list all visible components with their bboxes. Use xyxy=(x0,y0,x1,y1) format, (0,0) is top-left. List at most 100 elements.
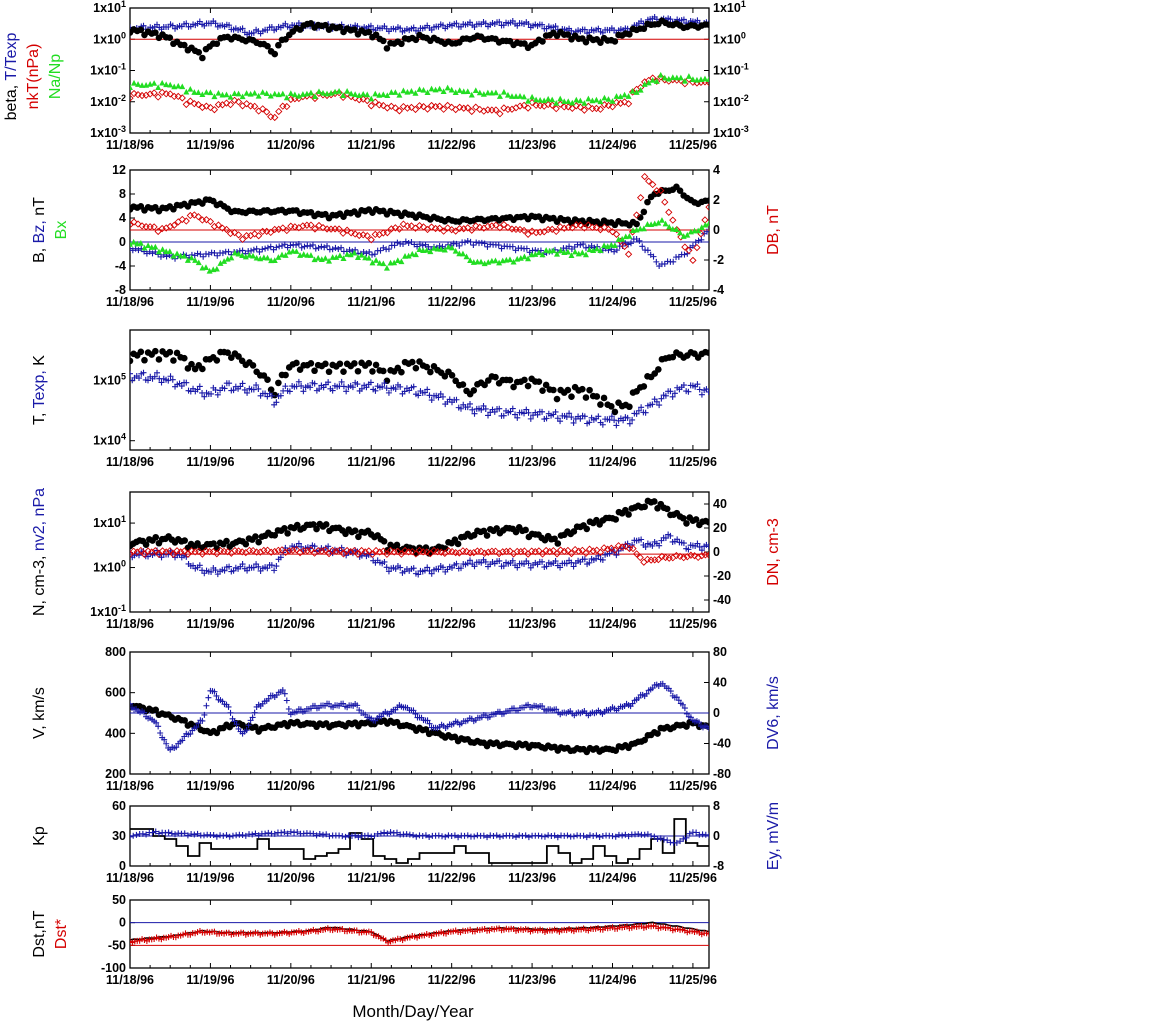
x-tick-label: 11/20/96 xyxy=(267,455,315,469)
data-point xyxy=(393,829,400,836)
data-point xyxy=(295,240,302,247)
data-point xyxy=(307,243,314,250)
data-point xyxy=(208,390,215,397)
data-point xyxy=(295,92,302,99)
data-point xyxy=(629,416,636,423)
data-point xyxy=(222,225,231,234)
data-point xyxy=(148,548,156,556)
data-point xyxy=(635,407,642,414)
data-point xyxy=(354,381,361,388)
y-axis-label-part: Kp xyxy=(31,826,48,846)
data-point xyxy=(589,547,597,555)
data-point xyxy=(705,388,709,395)
data-point xyxy=(381,829,388,836)
data-point xyxy=(421,389,428,396)
y2-tick-label: 1x101 xyxy=(713,0,746,15)
data-point xyxy=(439,564,446,571)
x-tick-label: 11/25/96 xyxy=(669,138,717,152)
data-point xyxy=(593,393,601,400)
data-point xyxy=(492,89,499,96)
y-tick-label: 600 xyxy=(105,686,126,700)
data-point xyxy=(437,548,445,556)
data-point xyxy=(689,256,697,265)
data-point xyxy=(586,832,593,839)
y-axis-label: V, km/s xyxy=(31,687,48,739)
data-point xyxy=(157,729,164,736)
data-point xyxy=(435,832,442,839)
x-tick-label: 11/18/96 xyxy=(106,617,154,631)
data-point xyxy=(279,224,287,232)
data-point xyxy=(282,20,289,27)
data-point xyxy=(680,554,688,562)
data-point xyxy=(580,241,587,248)
data-point xyxy=(608,103,617,111)
data-point xyxy=(580,224,588,232)
data-point xyxy=(535,832,542,839)
data-point xyxy=(586,559,593,566)
data-point xyxy=(543,247,550,253)
data-point xyxy=(471,833,478,840)
data-point xyxy=(208,568,215,575)
data-point xyxy=(521,410,528,417)
x-tick-label: 11/21/96 xyxy=(347,871,395,885)
data-point xyxy=(271,50,279,58)
data-point xyxy=(213,357,221,364)
data-point xyxy=(641,503,648,511)
y-axis-label-part: nT xyxy=(31,197,48,216)
y-tick-label: 1x10-1 xyxy=(90,603,126,619)
data-point xyxy=(375,101,383,109)
data-point xyxy=(496,259,503,266)
data-point xyxy=(396,91,403,98)
data-point xyxy=(394,257,401,264)
data-point xyxy=(541,97,548,104)
data-point xyxy=(506,256,513,263)
data-point xyxy=(448,372,456,379)
data-point xyxy=(275,379,282,387)
data-point xyxy=(428,397,435,404)
data-point xyxy=(457,405,464,412)
data-point xyxy=(227,93,234,100)
data-point xyxy=(624,414,631,421)
data-point xyxy=(391,224,400,232)
data-point xyxy=(698,552,706,560)
data-point xyxy=(653,78,660,84)
data-point xyxy=(255,538,262,546)
data-point xyxy=(703,228,709,235)
data-point xyxy=(165,377,172,384)
data-point xyxy=(264,244,271,251)
data-point xyxy=(419,102,428,111)
data-point xyxy=(612,98,621,107)
data-point xyxy=(226,833,233,840)
data-point xyxy=(496,557,503,564)
data-point xyxy=(354,702,361,709)
data-point xyxy=(412,550,420,558)
data-point xyxy=(191,831,198,838)
data-point xyxy=(482,405,489,412)
data-point xyxy=(137,348,145,356)
data-point xyxy=(248,247,255,254)
data-point xyxy=(593,832,600,839)
data-point xyxy=(568,393,575,400)
data-point xyxy=(423,247,430,253)
data-point xyxy=(606,550,613,557)
data-point xyxy=(426,720,433,727)
data-point xyxy=(625,93,632,99)
data-point xyxy=(625,511,632,518)
data-point xyxy=(158,547,167,555)
data-point xyxy=(222,99,231,107)
data-point xyxy=(655,219,662,226)
data-point xyxy=(152,243,159,250)
data-point xyxy=(496,224,504,232)
data-point xyxy=(644,247,651,254)
data-point xyxy=(221,258,228,264)
data-point xyxy=(311,367,318,375)
data-point xyxy=(520,226,528,235)
data-point xyxy=(369,368,376,375)
data-point xyxy=(315,221,323,230)
data-point xyxy=(513,93,519,99)
data-point xyxy=(377,247,384,254)
data-point xyxy=(195,547,203,555)
data-point xyxy=(181,252,188,259)
y-axis-label-part: K xyxy=(31,355,48,366)
